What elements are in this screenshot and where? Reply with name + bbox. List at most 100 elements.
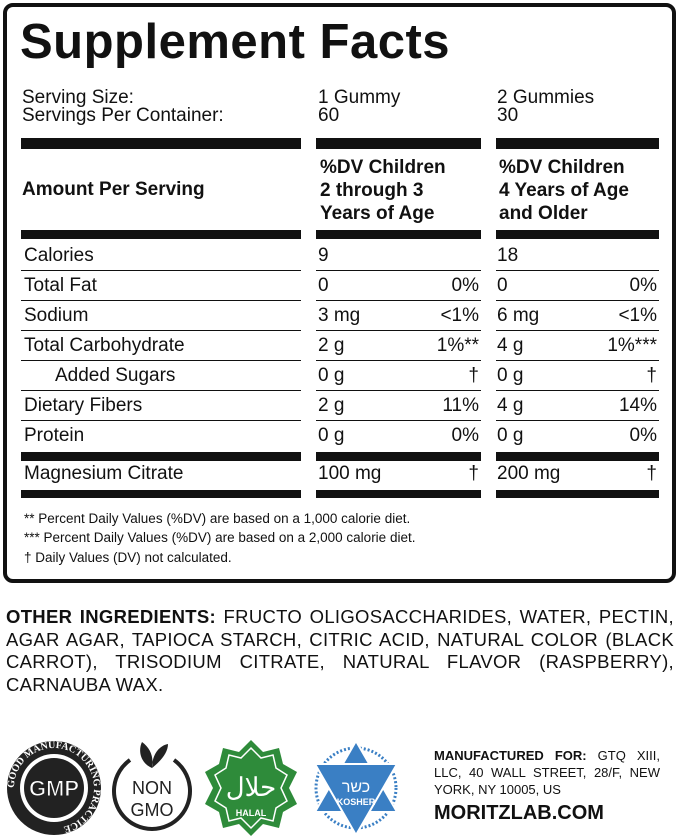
col2-dv: 0% <box>629 425 657 446</box>
divider-bar <box>21 490 301 498</box>
other-ingredients-text: FRUCTO OLIGOSACCHARIDES, WATER, PECTIN, … <box>6 606 674 695</box>
divider-bar <box>496 452 659 461</box>
footnote: † Daily Values (DV) not calculated. <box>24 550 232 565</box>
col2-amount: 200 mg <box>497 463 561 484</box>
manufacturer-text: GTQ XIII, LLC, 40 WALL STREET, 28/F, NEW… <box>434 748 661 797</box>
col2-dv: <1% <box>618 305 657 326</box>
col1-header-line: 2 through 3 <box>320 180 424 201</box>
row-divider <box>21 390 301 391</box>
col2-amount: 6 mg <box>497 305 540 326</box>
footnote: ** Percent Daily Values (%DV) are based … <box>24 511 411 526</box>
divider-bar <box>316 138 481 149</box>
serving-size-label: Serving Size: <box>22 87 134 108</box>
col2-dv: 1%*** <box>607 335 657 356</box>
row-divider <box>496 390 659 391</box>
divider-bar <box>316 490 481 498</box>
col2-amount: 4 g <box>497 395 524 416</box>
col2-amount: 18 <box>497 245 519 266</box>
kosher-badge-icon: כשר KOSHER <box>313 739 399 837</box>
col2-header-line: 4 Years of Age <box>499 180 629 201</box>
gmo-text: GMO <box>131 800 174 820</box>
halal-text: HALAL <box>236 808 267 818</box>
nutrient-name: Total Carbohydrate <box>24 335 185 356</box>
col1-dv: 0% <box>451 275 479 296</box>
col2-amount: 4 g <box>497 335 524 356</box>
col1-amount: 2 g <box>318 335 345 356</box>
divider-bar <box>316 452 481 461</box>
row-divider <box>316 420 481 421</box>
col1-amount: 2 g <box>318 395 345 416</box>
col1-header: %DV Children 2 through 3 Years of Age <box>320 156 446 225</box>
col1-header-line: Years of Age <box>320 203 435 224</box>
other-ingredients: OTHER INGREDIENTS: FRUCTO OLIGOSACCHARID… <box>6 606 674 696</box>
col1-dv: <1% <box>440 305 479 326</box>
nutrient-name: Calories <box>24 245 94 266</box>
divider-bar <box>21 138 301 149</box>
col1-header-line: %DV Children <box>320 157 446 178</box>
row-divider <box>21 270 301 271</box>
row-divider <box>316 390 481 391</box>
col1-amount: 0 g <box>318 425 345 446</box>
divider-bar <box>496 230 659 239</box>
col1-dv: 1%** <box>436 335 479 356</box>
nutrient-name: Total Fat <box>24 275 97 296</box>
halal-arabic-text: حلال <box>226 772 276 802</box>
col1-dv: † <box>468 463 479 484</box>
col1-amount: 0 g <box>318 365 345 386</box>
row-divider <box>316 330 481 331</box>
footnote: *** Percent Daily Values (%DV) are based… <box>24 530 416 545</box>
col2-header: %DV Children 4 Years of Age and Older <box>499 156 629 225</box>
panel-title: Supplement Facts <box>20 15 451 69</box>
nutrient-name: Added Sugars <box>55 365 176 386</box>
website-link[interactable]: MORITZLAB.COM <box>434 802 604 824</box>
nutrient-name: Protein <box>24 425 85 446</box>
row-divider <box>496 420 659 421</box>
non-text: NON <box>132 778 172 798</box>
non-gmo-badge-icon: NON GMO <box>112 742 192 831</box>
gmp-badge-icon: GOOD MANUFACTURING PRACTICE GMP <box>6 740 102 835</box>
divider-bar <box>496 138 659 149</box>
col1-amount: 100 mg <box>318 463 382 484</box>
row-divider <box>21 420 301 421</box>
col1-amount: 3 mg <box>318 305 361 326</box>
col1-dv: 0% <box>451 425 479 446</box>
supplement-facts-panel <box>3 3 676 583</box>
row-divider <box>316 360 481 361</box>
col1-dv: † <box>468 365 479 386</box>
nutrient-name: Dietary Fibers <box>24 395 143 416</box>
col2-dv: † <box>646 365 657 386</box>
col2-amount: 0 <box>497 275 508 296</box>
col1-servings-per-container: 60 <box>318 105 340 126</box>
manufacturer-info: MANUFACTURED FOR: GTQ XIII, LLC, 40 WALL… <box>434 747 660 798</box>
halal-badge-icon: حلال HALAL <box>205 740 297 836</box>
col2-dv: † <box>646 463 657 484</box>
col2-servings-per-container: 30 <box>497 105 519 126</box>
kosher-hebrew-text: כשר <box>342 779 370 796</box>
divider-bar <box>21 230 301 239</box>
divider-bar <box>316 230 481 239</box>
row-divider <box>21 300 301 301</box>
col2-dv: 0% <box>629 275 657 296</box>
col2-amount: 0 g <box>497 365 524 386</box>
row-divider <box>316 270 481 271</box>
amount-per-serving-label: Amount Per Serving <box>22 179 205 200</box>
row-divider <box>21 330 301 331</box>
row-divider <box>496 270 659 271</box>
col2-header-line: %DV Children <box>499 157 625 178</box>
row-divider <box>316 300 481 301</box>
nutrient-name: Magnesium Citrate <box>24 463 184 484</box>
other-ingredients-label: OTHER INGREDIENTS: <box>6 606 216 627</box>
col2-header-line: and Older <box>499 203 588 224</box>
kosher-text: KOSHER <box>337 797 376 807</box>
row-divider <box>496 300 659 301</box>
col2-amount: 0 g <box>497 425 524 446</box>
row-divider <box>496 330 659 331</box>
manufacturer-label: MANUFACTURED FOR: <box>434 748 587 763</box>
divider-bar <box>21 452 301 461</box>
col2-dv: 14% <box>618 395 657 416</box>
servings-per-container-label: Servings Per Container: <box>22 105 224 126</box>
col1-dv: 11% <box>442 395 479 416</box>
divider-bar <box>496 490 659 498</box>
col1-serving-size: 1 Gummy <box>318 87 401 108</box>
col2-serving-size: 2 Gummies <box>497 87 595 108</box>
